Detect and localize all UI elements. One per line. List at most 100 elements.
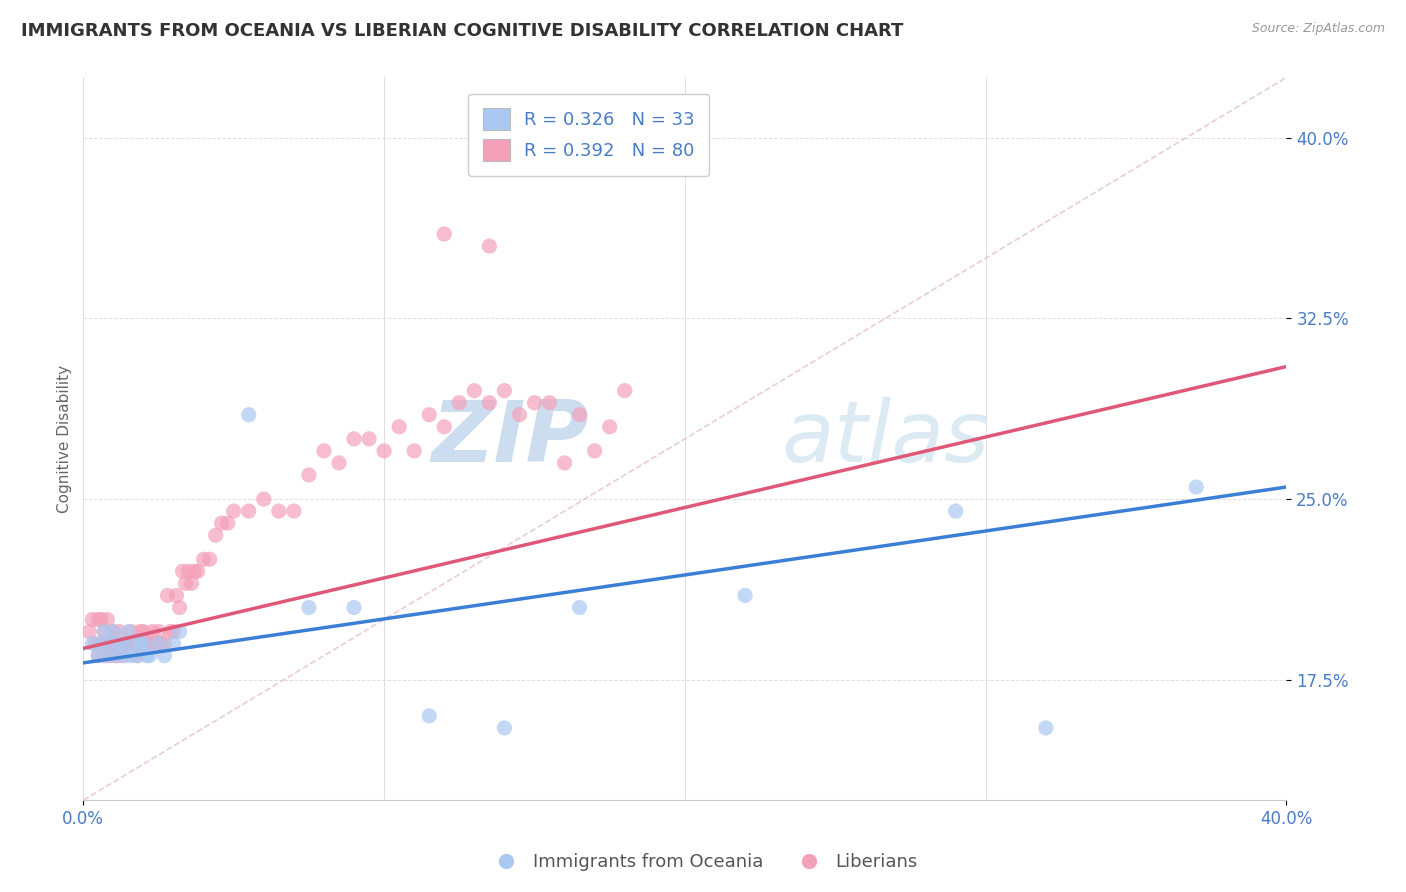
Point <box>494 721 516 735</box>
Point <box>150 637 173 651</box>
Point <box>613 384 636 398</box>
Point <box>138 648 160 663</box>
Point <box>568 408 591 422</box>
Point <box>174 576 197 591</box>
Point <box>267 504 290 518</box>
Point <box>87 613 110 627</box>
Point <box>111 637 134 651</box>
Point <box>90 637 112 651</box>
Point <box>478 239 501 253</box>
Point <box>222 504 245 518</box>
Point <box>494 384 516 398</box>
Point <box>433 419 456 434</box>
Point <box>357 432 380 446</box>
Point <box>238 504 260 518</box>
Point <box>108 637 131 651</box>
Point <box>169 600 191 615</box>
Text: IMMIGRANTS FROM OCEANIA VS LIBERIAN COGNITIVE DISABILITY CORRELATION CHART: IMMIGRANTS FROM OCEANIA VS LIBERIAN COGN… <box>21 22 904 40</box>
Point <box>238 408 260 422</box>
Point <box>79 624 101 639</box>
Point <box>554 456 576 470</box>
Point <box>138 637 160 651</box>
Point <box>127 648 149 663</box>
Point <box>145 637 167 651</box>
Point <box>153 637 176 651</box>
Point <box>135 648 157 663</box>
Point <box>388 419 411 434</box>
Point <box>129 637 152 651</box>
Point <box>538 395 561 409</box>
Point <box>93 624 115 639</box>
Point <box>120 624 142 639</box>
Point <box>449 395 471 409</box>
Point <box>568 600 591 615</box>
Point <box>98 637 121 651</box>
Point <box>111 637 134 651</box>
Point <box>96 637 118 651</box>
Point <box>114 637 136 651</box>
Point <box>108 637 131 651</box>
Point <box>129 624 152 639</box>
Text: atlas: atlas <box>782 397 990 480</box>
Text: Source: ZipAtlas.com: Source: ZipAtlas.com <box>1251 22 1385 36</box>
Point <box>141 624 163 639</box>
Point <box>217 516 239 530</box>
Point <box>162 637 184 651</box>
Point <box>117 624 139 639</box>
Point <box>148 624 170 639</box>
Point <box>90 637 112 651</box>
Point <box>253 491 276 506</box>
Point <box>156 589 179 603</box>
Point <box>583 443 606 458</box>
Point <box>211 516 233 530</box>
Point <box>343 600 366 615</box>
Point <box>523 395 546 409</box>
Point <box>111 648 134 663</box>
Point <box>124 637 146 651</box>
Point <box>169 624 191 639</box>
Point <box>1185 480 1208 494</box>
Point <box>183 565 205 579</box>
Point <box>298 600 321 615</box>
Point <box>187 565 209 579</box>
Text: ZIP: ZIP <box>432 397 589 480</box>
Point <box>193 552 215 566</box>
Point <box>132 624 155 639</box>
Point <box>172 565 194 579</box>
Point <box>108 624 131 639</box>
Point <box>1035 721 1057 735</box>
Point <box>343 432 366 446</box>
Point <box>298 467 321 482</box>
Point <box>433 227 456 241</box>
Point <box>734 589 756 603</box>
Point <box>508 408 530 422</box>
Point <box>96 648 118 663</box>
Point <box>117 637 139 651</box>
Point <box>945 504 967 518</box>
Point <box>103 637 125 651</box>
Point <box>328 456 350 470</box>
Point <box>87 648 110 663</box>
Point <box>153 648 176 663</box>
Point <box>103 624 125 639</box>
Point <box>105 637 128 651</box>
Point <box>312 443 335 458</box>
Point <box>180 576 202 591</box>
Point <box>177 565 200 579</box>
Point <box>105 648 128 663</box>
Point <box>120 648 142 663</box>
Y-axis label: Cognitive Disability: Cognitive Disability <box>58 365 72 513</box>
Legend: Immigrants from Oceania, Liberians: Immigrants from Oceania, Liberians <box>481 847 925 879</box>
Point <box>599 419 621 434</box>
Point <box>159 624 181 639</box>
Point <box>204 528 226 542</box>
Point <box>90 613 112 627</box>
Point <box>132 637 155 651</box>
Point <box>96 613 118 627</box>
Point <box>127 648 149 663</box>
Point <box>148 637 170 651</box>
Point <box>418 709 440 723</box>
Point <box>198 552 221 566</box>
Point <box>478 395 501 409</box>
Point <box>103 624 125 639</box>
